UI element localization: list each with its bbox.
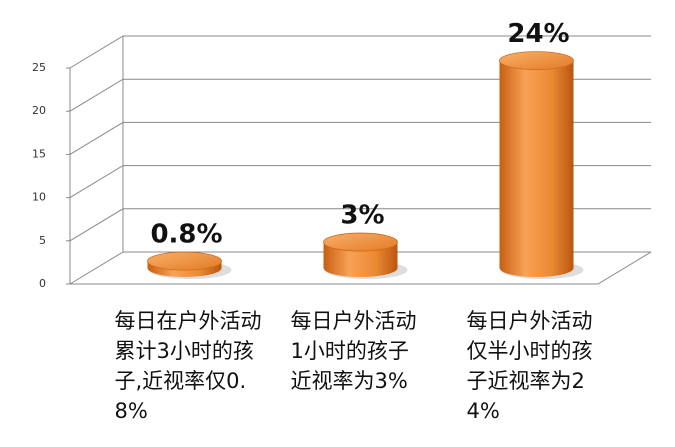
grid-line — [69, 35, 651, 69]
value-label: 0.8% — [150, 220, 222, 250]
bar-top — [499, 51, 574, 71]
x-tick-label: 每日户外活动1小时的孩子近视率为3% — [290, 309, 417, 393]
grid-line — [69, 165, 651, 199]
grid-line — [69, 78, 651, 112]
value-label: 3% — [340, 201, 384, 231]
x-tick-label: 每日户外活动仅半小时的孩子近视率为24% — [466, 309, 593, 423]
bar — [147, 261, 222, 277]
bar — [499, 60, 574, 277]
y-tick-label: 10 — [32, 191, 46, 204]
bar-top — [323, 232, 398, 252]
x-tick-label: 每日在户外活动累计3小时的孩子,近视率仅0.8% — [114, 309, 262, 423]
grid-line — [69, 208, 651, 242]
wall-edge — [69, 36, 652, 285]
grid-line — [69, 251, 651, 285]
y-tick-label: 25 — [32, 61, 46, 74]
y-tick-label: 20 — [32, 104, 46, 117]
y-tick-label: 5 — [39, 234, 46, 247]
bar-top — [147, 251, 222, 271]
bar — [323, 242, 398, 277]
y-tick-label: 15 — [32, 147, 46, 160]
grid-line — [69, 121, 651, 155]
y-tick-label: 0 — [39, 277, 46, 290]
value-label: 24% — [507, 19, 569, 49]
